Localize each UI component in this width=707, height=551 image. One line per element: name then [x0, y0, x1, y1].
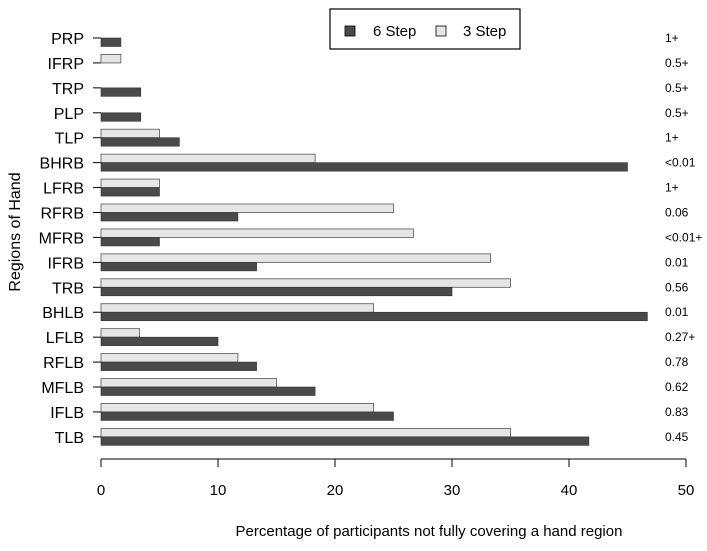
bar-3-step-tlp	[100, 128, 160, 139]
legend-swatch-6-step	[344, 25, 356, 37]
annotation-mflb: 0.62	[665, 380, 689, 394]
bar-3-step-rflb	[100, 353, 239, 363]
bar-6-step-rflb	[100, 361, 257, 371]
category-label-rflb: RFLB	[43, 355, 84, 372]
bar-3-step-bhlb	[100, 303, 375, 313]
x-tick-label: 50	[678, 482, 695, 499]
legend-label-6-step: 6 Step	[373, 23, 416, 40]
bar-6-step-ifrb	[100, 262, 257, 272]
x-tick-label: 10	[210, 482, 227, 499]
annotation-plp: 0.5+	[665, 106, 689, 120]
bar-3-step-ifrb	[100, 253, 492, 263]
x-tick-label: 30	[444, 482, 461, 499]
category-label-ifrp: IFRP	[48, 56, 84, 73]
x-axis: 0 10 20 30 40 50	[97, 458, 695, 499]
category-label-trp: TRP	[52, 81, 84, 98]
bar-6-step-lflb	[100, 336, 219, 346]
annotation-lflb: 0.27+	[665, 330, 695, 344]
category-label-mfrb: MFRB	[39, 230, 84, 247]
bar-6-step-trp	[100, 87, 142, 97]
legend-label-3-step: 3 Step	[463, 23, 506, 40]
annotation-bhrb: <0.01	[665, 156, 696, 170]
bar-3-step-lflb	[100, 328, 141, 338]
bar-3-step-trb	[100, 278, 511, 288]
bar-6-step-trb	[100, 286, 453, 297]
category-label-ifrb: IFRB	[48, 255, 84, 272]
category-label-plp: PLP	[54, 106, 84, 123]
annotation-iflb: 0.83	[665, 405, 689, 419]
category-label-trb: TRB	[52, 280, 84, 297]
category-label-iflb: IFLB	[50, 405, 84, 422]
bar-6-step-iflb	[100, 411, 394, 421]
bar-6-step-prp	[100, 37, 122, 47]
bar-3-step-iflb	[100, 403, 375, 413]
bar-3-step-mflb	[100, 378, 277, 388]
y-axis-title: Regions of Hand	[7, 172, 24, 291]
category-label-lfrb: LFRB	[43, 181, 84, 198]
bar-3-step-mfrb	[100, 228, 414, 238]
annotation-tlb: 0.45	[665, 430, 689, 444]
legend: 6 Step 3 Step	[329, 8, 521, 50]
category-label-bhrb: BHRB	[40, 156, 84, 173]
bar-6-step-tlp	[100, 137, 180, 147]
category-labels: PRP IFRP TRP PLP TLP BHRB LFRB RFRB MFRB IFRB TRB B…	[39, 31, 101, 447]
category-label-tlp: TLP	[55, 131, 84, 148]
bar-6-step-lfrb	[100, 187, 160, 197]
annotation-ifrb: 0.01	[665, 255, 689, 269]
bar-6-step-tlb	[100, 436, 590, 446]
category-label-lflb: LFLB	[46, 330, 84, 347]
x-axis-title: Percentage of participants not fully cov…	[236, 523, 623, 540]
category-label-rfrb: RFRB	[40, 206, 84, 223]
bar-6-step-rfrb	[100, 212, 239, 222]
category-label-mflb: MFLB	[41, 380, 84, 397]
legend-box	[329, 8, 521, 50]
x-tick-label: 0	[97, 482, 105, 499]
bar-6-step-mfrb	[100, 237, 160, 247]
x-tick-label: 20	[327, 482, 344, 499]
bar-6-step-mflb	[100, 386, 316, 396]
bar-3-step-bhrb	[100, 153, 316, 164]
annotation-lfrb: 1+	[665, 181, 679, 195]
annotation-tlp: 1+	[665, 131, 679, 145]
bar-6-step-plp	[100, 112, 142, 122]
category-label-prp: PRP	[51, 31, 84, 48]
bars	[100, 37, 648, 446]
bar-3-step-rfrb	[100, 203, 394, 213]
annotation-trb: 0.56	[665, 280, 689, 294]
annotation-mfrb: <0.01+	[665, 230, 702, 244]
annotation-rfrb: 0.06	[665, 206, 689, 220]
p-value-annotations: 1+ 0.5+ 0.5+ 0.5+ 1+ <0.01 1+ 0.06 <0.01+ 0.01 0.5…	[665, 31, 702, 444]
category-label-bhlb: BHLB	[42, 305, 84, 322]
annotation-rflb: 0.78	[665, 355, 689, 369]
bar-6-step-bhlb	[100, 311, 648, 322]
category-label-tlb: TLB	[55, 430, 84, 447]
annotation-trp: 0.5+	[665, 81, 689, 95]
bar-3-step-lfrb	[100, 178, 160, 188]
bar-3-step-ifrp	[100, 54, 122, 64]
annotation-bhlb: 0.01	[665, 305, 689, 319]
bar-3-step-tlb	[100, 427, 511, 438]
x-tick-label: 40	[561, 482, 578, 499]
bar-6-step-bhrb	[100, 162, 628, 172]
annotation-ifrp: 0.5+	[665, 56, 689, 70]
annotation-prp: 1+	[665, 31, 679, 45]
legend-swatch-3-step	[435, 25, 447, 37]
